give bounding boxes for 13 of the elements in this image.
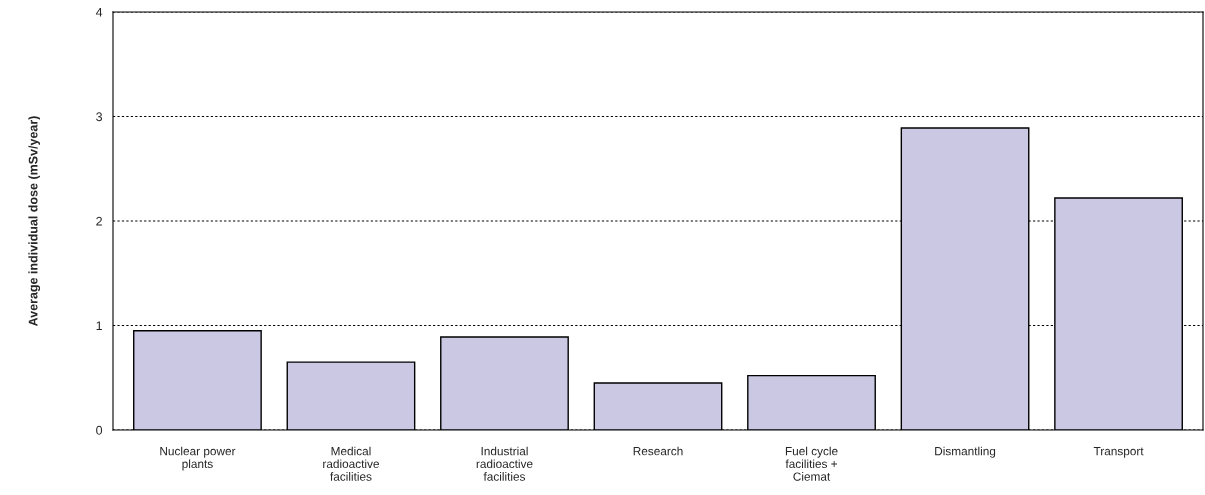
y-axis-title: Average individual dose (mSv/year) [28,116,41,327]
y-tick-label: 4 [95,7,103,17]
x-tick-label: Research [633,446,683,456]
y-tick-label: 1 [96,321,102,331]
x-tick-label: Dismantling [935,446,996,458]
y-tick-label: 0 [96,425,103,435]
y-tick-label: 2 [96,216,102,226]
x-tick-label: Transport [1093,447,1144,458]
x-tick-label: Fuel cycle facilities + Ciemat [785,446,838,481]
x-tick-label: Medical radioactive facilities [323,446,379,481]
x-tick-label: Nuclear power plants [160,446,236,471]
y-tick-label: 3 [96,112,103,122]
x-tick-label: Industrial radioactive facilities [476,446,533,481]
